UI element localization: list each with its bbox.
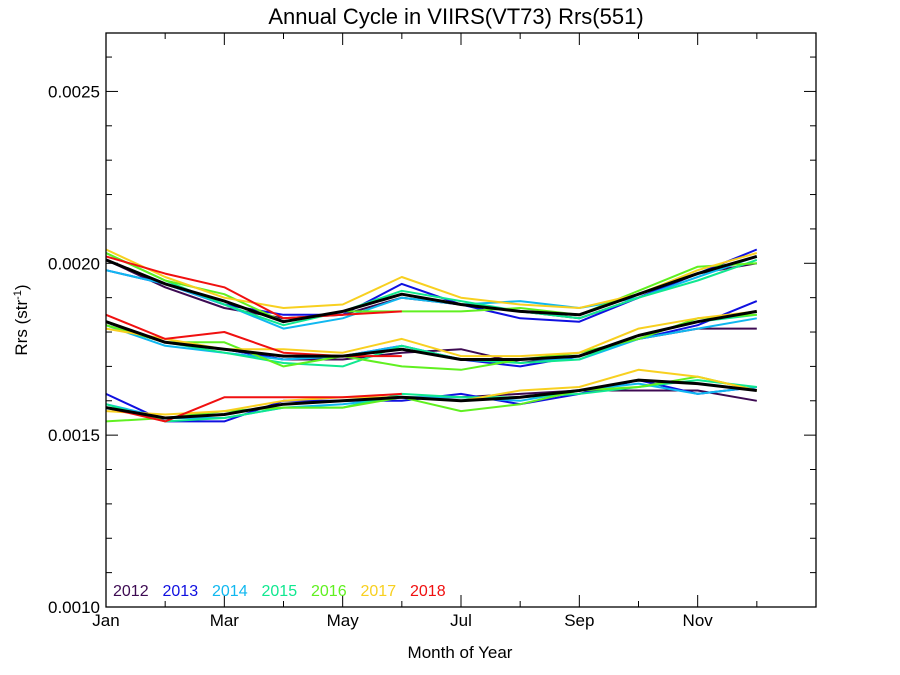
y-tick-label: 0.0010: [48, 598, 100, 617]
series-2016-upper-line: [105, 252, 757, 323]
legend-entry-2015: 2015: [262, 583, 298, 600]
x-axis-label: Month of Year: [408, 643, 513, 662]
series-mean-upper-line: [105, 254, 758, 324]
legend-entry-2018: 2018: [410, 583, 446, 600]
legend-entry-2017: 2017: [361, 583, 397, 600]
series-2017-lower-line: [105, 368, 758, 416]
series-2018-lower-line: [105, 392, 402, 423]
y-axis-label-sup: -1: [12, 290, 24, 300]
series-mean-lower-line: [105, 378, 757, 420]
axis-ticks: [105, 33, 816, 608]
series-2015-middle-line: [105, 313, 757, 368]
legend-entry-2016: 2016: [311, 583, 347, 600]
legend-entry-2013: 2013: [163, 583, 199, 600]
y-tick-label: 0.0015: [48, 426, 100, 445]
x-tick-label: May: [327, 611, 360, 630]
y-axis-label-close: ): [12, 284, 31, 290]
legend-entry-2014: 2014: [212, 583, 248, 600]
x-tick-labels: Jan Mar May Jul Sep Nov: [92, 611, 713, 630]
legend: 2012 2013 2014 2015 2016 2017 2018: [113, 583, 446, 600]
plot-lines: [105, 248, 758, 423]
x-tick-label: Sep: [564, 611, 594, 630]
series-mean-middle-line: [105, 309, 758, 361]
y-tick-labels: 0.0010 0.0015 0.0020 0.0025: [48, 82, 100, 617]
x-tick-label: Mar: [210, 611, 240, 630]
y-axis-label-main: Rrs (str: [12, 300, 31, 356]
series-2018-upper-line: [105, 255, 402, 320]
series-2015-upper-line: [105, 252, 758, 327]
y-tick-label: 0.0025: [48, 82, 100, 101]
legend-entry-2012: 2012: [113, 583, 149, 600]
x-tick-label: Nov: [683, 611, 714, 630]
y-tick-label: 0.0020: [48, 254, 100, 273]
chart-title: Annual Cycle in VIIRS(VT73) Rrs(551): [268, 4, 643, 29]
x-tick-label: Jul: [450, 611, 472, 630]
x-tick-label: Jan: [92, 611, 119, 630]
series-2016-middle-line: [105, 313, 757, 371]
y-axis-label: Rrs (str-1): [12, 284, 31, 355]
